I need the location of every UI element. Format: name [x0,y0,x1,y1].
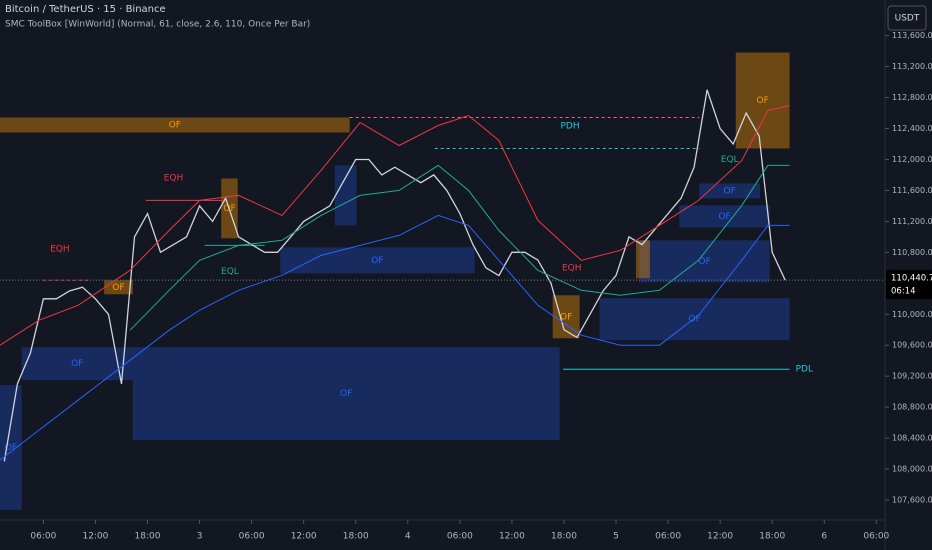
zone-label: OF [688,315,700,325]
zone-label: OF [560,312,572,322]
x-tick-label: 3 [197,532,203,542]
price-line [129,164,790,331]
order-flow-zone [0,117,350,133]
y-tick-label: 113,600.00 [892,31,932,40]
currency-button[interactable] [887,5,927,31]
y-tick-label: 108,800.00 [892,403,932,412]
zone-label: OF [5,443,17,453]
price-line [0,105,790,346]
x-tick-label: 5 [613,532,619,542]
y-tick-label: 112,400.00 [892,124,932,133]
last-price-label: 110,440.75 [891,274,932,284]
x-tick-label: 06:00 [239,532,265,542]
zone-label: OF [169,121,181,131]
order-flow-zone [334,165,357,226]
x-tick-label: 06:00 [863,532,889,542]
price-line [3,89,786,462]
y-tick-label: 109,600.00 [892,341,932,350]
order-flow-zone [735,52,790,149]
x-tick-label: 12:00 [499,532,525,542]
x-tick-label: 6 [821,532,827,542]
y-tick-label: 113,200.00 [892,62,932,71]
y-tick-label: 112,800.00 [892,93,932,102]
zone-label: OF [698,257,710,267]
x-tick-label: 12:00 [707,532,733,542]
x-tick-label: 06:00 [655,532,681,542]
zone-label: OF [71,359,83,369]
x-tick-label: 18:00 [343,532,369,542]
order-flow-zone [132,347,560,441]
annotation: PDH [560,122,579,132]
x-tick-label: 06:00 [447,532,473,542]
order-flow-zone [679,205,770,228]
x-tick-label: 12:00 [82,532,108,542]
order-flow-zone [699,183,761,199]
y-tick-label: 110,000.00 [892,310,932,319]
price-line [0,214,790,461]
zone-label: OF [112,283,124,293]
annotation: EQL [721,155,739,165]
annotation: EQH [562,263,582,273]
order-flow-zone [280,247,475,274]
order-flow-zone [104,280,133,295]
x-tick-label: 18:00 [551,532,577,542]
y-tick-label: 109,200.00 [892,372,932,381]
y-tick-label: 112,000.00 [892,155,932,164]
annotation: EQH [164,174,184,184]
zone-label: OF [718,212,730,222]
plot-area: OFOFOFOFOFOFOFOFOFOFOFOFOFEQHEQHEQHEQLEQ… [0,52,813,511]
y-tick-label: 110,800.00 [892,248,932,257]
annotation: PDL [796,365,813,375]
order-flow-zone [639,240,770,283]
y-tick-label: 108,000.00 [892,465,932,474]
x-tick-label: 18:00 [135,532,161,542]
x-tick-label: 18:00 [759,532,785,542]
order-flow-zone [21,347,133,381]
annotation: EQL [221,267,239,277]
zone-label: OF [340,389,352,399]
symbol-title: Bitcoin / TetherUS · 15 · Binance [5,4,166,15]
y-tick-label: 111,600.00 [892,186,932,195]
y-tick-label: 111,200.00 [892,217,932,226]
x-tick-label: 12:00 [291,532,317,542]
annotation: EQH [50,245,70,255]
indicator-title: SMC ToolBox [WinWorld] (Normal, 61, clos… [5,20,310,30]
order-flow-zone [635,240,650,279]
currency-label[interactable]: USDT [895,14,920,24]
y-tick-label: 107,600.00 [892,496,932,505]
zone-label: OF [724,186,736,196]
x-tick-label: 4 [405,532,411,542]
x-tick-label: 06:00 [30,532,56,542]
order-flow-zone [0,385,22,511]
zone-label: OF [757,96,769,106]
y-tick-label: 108,400.00 [892,434,932,443]
order-flow-zone [599,298,790,341]
last-price-box [886,270,932,300]
countdown-label: 06:14 [891,287,916,297]
zone-label: OF [371,256,383,266]
